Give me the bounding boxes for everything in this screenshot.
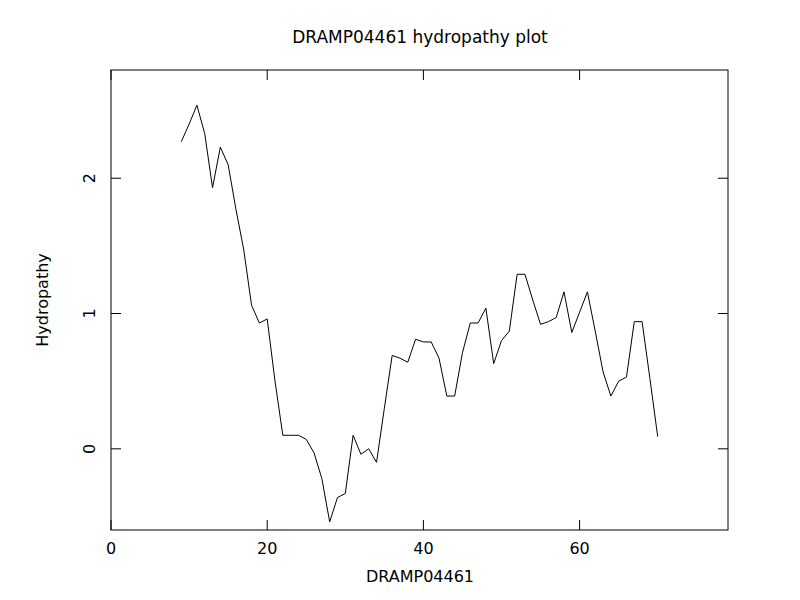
- y-tick-label: 2: [80, 173, 99, 183]
- x-tick: [423, 70, 424, 80]
- y-tick: [111, 178, 121, 179]
- y-tick-label: 1: [80, 308, 99, 318]
- x-tick: [579, 520, 580, 530]
- x-tick-label: 40: [413, 539, 433, 558]
- y-tick: [718, 178, 728, 179]
- y-axis-label: Hydropathy: [33, 253, 52, 347]
- x-tick: [579, 70, 580, 80]
- plot-frame: [111, 70, 728, 530]
- x-tick-label: 0: [106, 539, 116, 558]
- title: DRAMP04461 hydropathy plot: [292, 27, 548, 47]
- x-tick-label: 20: [257, 539, 277, 558]
- background: [0, 0, 800, 600]
- x-tick: [423, 520, 424, 530]
- line-series: [181, 105, 657, 522]
- chart: DRAMP04461 hydropathy plot DRAMP04461 Hydr…: [0, 0, 800, 600]
- y-tick: [111, 448, 121, 449]
- y-tick: [718, 448, 728, 449]
- x-tick: [267, 520, 268, 530]
- plot-area: [181, 105, 657, 522]
- x-tick: [267, 70, 268, 80]
- y-tick-label: 0: [80, 444, 99, 454]
- y-tick: [718, 313, 728, 314]
- x-axis-label: DRAMP04461: [366, 567, 474, 586]
- y-tick: [111, 313, 121, 314]
- x-tick-label: 60: [569, 539, 589, 558]
